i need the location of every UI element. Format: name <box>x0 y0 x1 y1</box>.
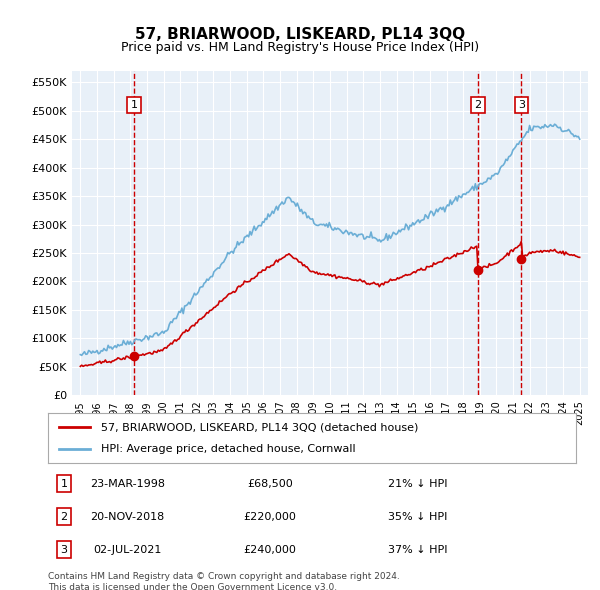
Text: 23-MAR-1998: 23-MAR-1998 <box>90 478 164 489</box>
Text: 20-NOV-2018: 20-NOV-2018 <box>90 512 164 522</box>
Text: 3: 3 <box>61 545 67 555</box>
Text: 2: 2 <box>475 100 482 110</box>
Text: £240,000: £240,000 <box>244 545 296 555</box>
Text: 2: 2 <box>60 512 67 522</box>
Text: Contains HM Land Registry data © Crown copyright and database right 2024.
This d: Contains HM Land Registry data © Crown c… <box>48 572 400 590</box>
Text: £220,000: £220,000 <box>244 512 296 522</box>
Text: 57, BRIARWOOD, LISKEARD, PL14 3QQ (detached house): 57, BRIARWOOD, LISKEARD, PL14 3QQ (detac… <box>101 422 418 432</box>
Text: 37% ↓ HPI: 37% ↓ HPI <box>388 545 448 555</box>
Text: £68,500: £68,500 <box>247 478 293 489</box>
Text: 57, BRIARWOOD, LISKEARD, PL14 3QQ: 57, BRIARWOOD, LISKEARD, PL14 3QQ <box>135 27 465 41</box>
Text: 3: 3 <box>518 100 525 110</box>
Text: 21% ↓ HPI: 21% ↓ HPI <box>388 478 448 489</box>
Text: 02-JUL-2021: 02-JUL-2021 <box>93 545 161 555</box>
Text: 35% ↓ HPI: 35% ↓ HPI <box>388 512 447 522</box>
Text: 1: 1 <box>61 478 67 489</box>
Text: Price paid vs. HM Land Registry's House Price Index (HPI): Price paid vs. HM Land Registry's House … <box>121 41 479 54</box>
Text: 1: 1 <box>130 100 137 110</box>
Text: HPI: Average price, detached house, Cornwall: HPI: Average price, detached house, Corn… <box>101 444 355 454</box>
